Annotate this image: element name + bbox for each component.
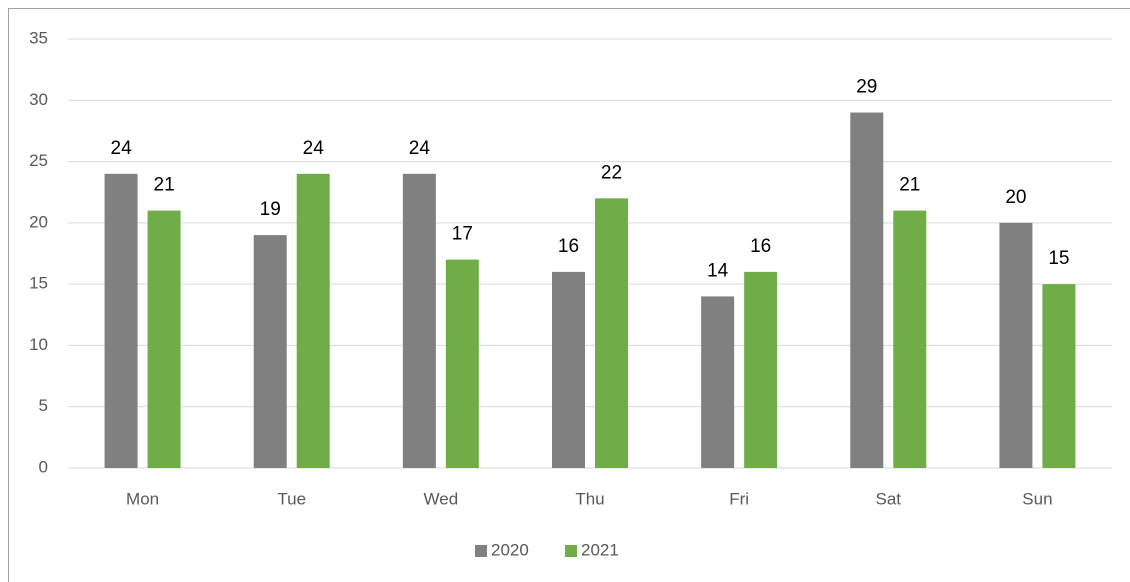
y-tick-label: 0 xyxy=(39,457,48,476)
data-label: 19 xyxy=(260,199,281,220)
bar xyxy=(253,235,287,468)
x-tick-label: Thu xyxy=(575,489,604,508)
legend-swatch xyxy=(565,545,577,557)
bar xyxy=(893,210,927,468)
y-tick-label: 10 xyxy=(29,335,48,354)
y-tick-label: 35 xyxy=(29,28,48,47)
data-label: 21 xyxy=(154,175,175,196)
data-label: 16 xyxy=(558,236,579,257)
y-tick-label: 20 xyxy=(29,212,48,231)
bar xyxy=(1042,284,1076,468)
data-label: 16 xyxy=(750,236,771,257)
bar xyxy=(147,210,181,468)
data-label: 24 xyxy=(111,138,133,159)
y-tick-label: 15 xyxy=(29,274,48,293)
legend-label: 2020 xyxy=(491,540,529,559)
legend-label: 2021 xyxy=(581,540,619,559)
bar xyxy=(744,271,778,468)
x-tick-label: Fri xyxy=(729,489,749,508)
bar xyxy=(850,112,884,469)
x-tick-label: Sun xyxy=(1022,489,1052,508)
y-tick-label: 30 xyxy=(29,90,48,109)
data-label: 21 xyxy=(899,175,920,196)
data-label: 24 xyxy=(303,138,325,159)
data-label: 22 xyxy=(601,162,622,183)
x-tick-label: Sat xyxy=(876,489,902,508)
bar xyxy=(445,259,479,468)
data-label: 15 xyxy=(1048,248,1069,269)
bar xyxy=(701,296,735,468)
data-label: 20 xyxy=(1005,187,1026,208)
x-tick-label: Mon xyxy=(126,489,159,508)
x-tick-label: Wed xyxy=(424,489,459,508)
data-label: 24 xyxy=(409,138,431,159)
data-label: 14 xyxy=(707,260,729,281)
data-label: 17 xyxy=(452,224,473,245)
bar xyxy=(402,173,436,469)
bar xyxy=(296,173,330,469)
y-tick-label: 25 xyxy=(29,151,48,170)
bar xyxy=(104,173,138,469)
bar xyxy=(999,222,1033,468)
x-tick-label: Tue xyxy=(277,489,306,508)
bar xyxy=(595,198,628,469)
bar xyxy=(552,271,585,468)
data-label: 29 xyxy=(856,77,877,98)
legend-swatch xyxy=(475,545,487,557)
y-tick-label: 5 xyxy=(39,396,48,415)
